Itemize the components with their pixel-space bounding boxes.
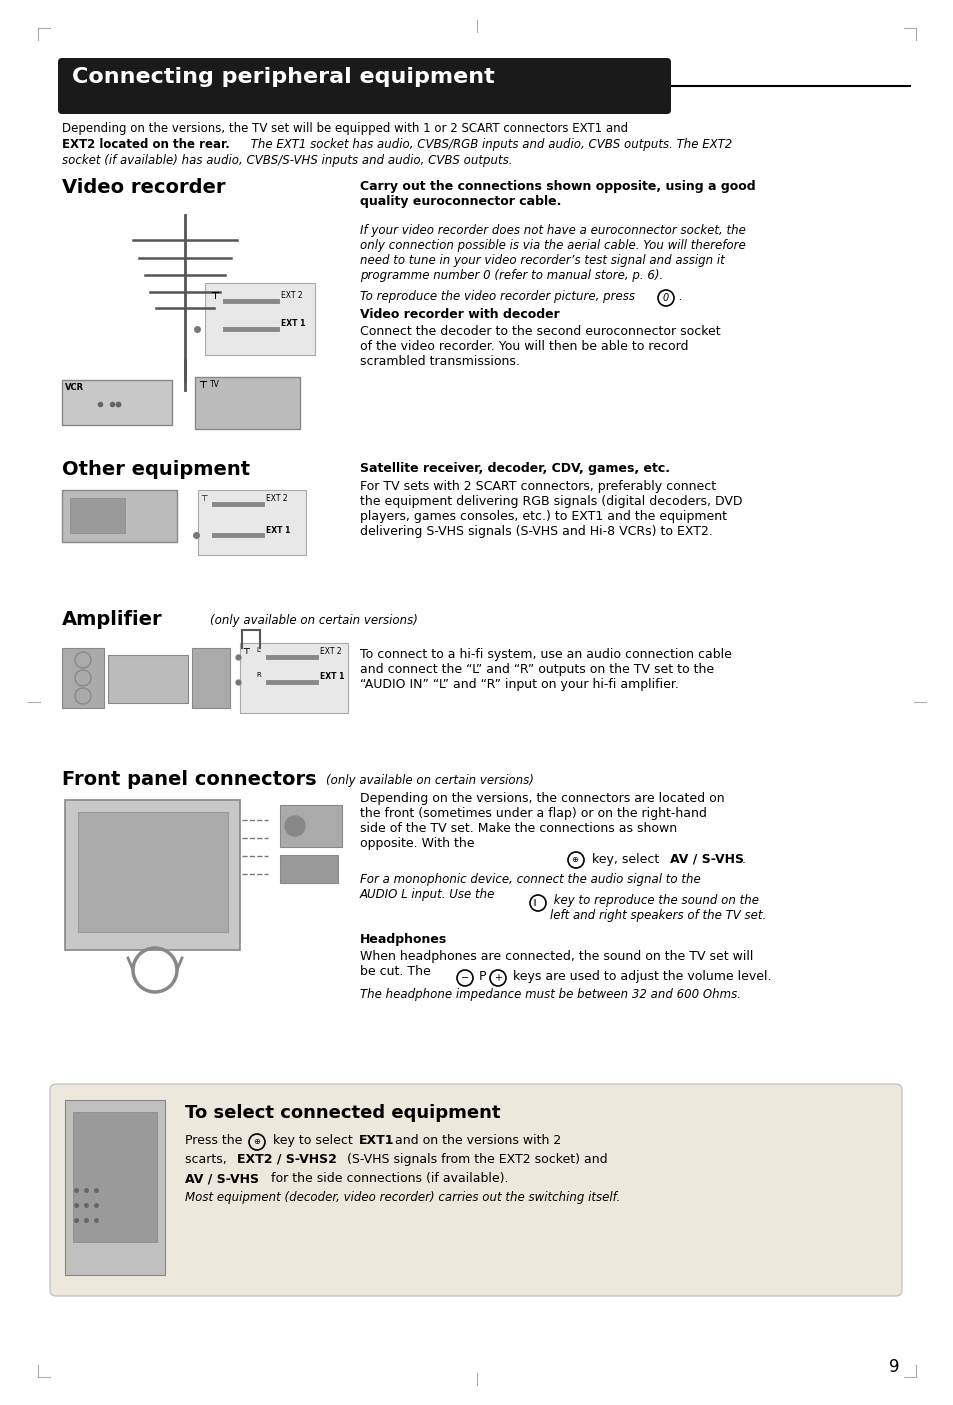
- Text: (only available on certain versions): (only available on certain versions): [210, 614, 417, 627]
- Text: P: P: [475, 969, 490, 984]
- Text: Other equipment: Other equipment: [62, 459, 250, 479]
- Text: Depending on the versions, the connectors are located on
the front (sometimes un: Depending on the versions, the connector…: [359, 792, 724, 850]
- Bar: [192, 648, 230, 708]
- Text: AV / S-VHS: AV / S-VHS: [669, 853, 743, 865]
- Bar: [205, 282, 314, 355]
- Text: for the side connections (if available).: for the side connections (if available).: [267, 1172, 508, 1184]
- FancyBboxPatch shape: [50, 1085, 901, 1295]
- Text: Most equipment (decoder, video recorder) carries out the switching itself.: Most equipment (decoder, video recorder)…: [185, 1191, 619, 1204]
- Bar: [62, 379, 172, 424]
- Bar: [240, 643, 348, 712]
- Bar: [70, 497, 125, 532]
- Bar: [65, 1100, 165, 1274]
- Text: EXT2 / S-VHS2: EXT2 / S-VHS2: [236, 1154, 336, 1166]
- Bar: [194, 377, 299, 429]
- Text: ⊤: ⊤: [210, 291, 218, 301]
- Text: 9: 9: [888, 1359, 899, 1375]
- Text: To reproduce the video recorder picture, press: To reproduce the video recorder picture,…: [359, 289, 639, 303]
- Text: Connecting peripheral equipment: Connecting peripheral equipment: [71, 67, 495, 87]
- Text: To select connected equipment: To select connected equipment: [185, 1104, 500, 1123]
- Text: Carry out the connections shown opposite, using a good
quality euroconnector cab: Carry out the connections shown opposite…: [359, 180, 755, 208]
- Text: ⊕: ⊕: [253, 1138, 260, 1146]
- Text: scarts,: scarts,: [185, 1154, 231, 1166]
- Text: EXT2 located on the rear.: EXT2 located on the rear.: [62, 138, 230, 150]
- Text: EXT 1: EXT 1: [266, 525, 290, 535]
- Text: When headphones are connected, the sound on the TV set will
be cut. The: When headphones are connected, the sound…: [359, 950, 753, 978]
- Circle shape: [285, 816, 305, 836]
- Text: R: R: [255, 672, 260, 679]
- Text: Connect the decoder to the second euroconnector socket
of the video recorder. Yo: Connect the decoder to the second euroco…: [359, 325, 720, 368]
- Text: and on the versions with 2: and on the versions with 2: [391, 1134, 560, 1146]
- Bar: [62, 648, 104, 708]
- Text: The EXT1 socket has audio, CVBS/RGB inputs and audio, CVBS outputs. The EXT2: The EXT1 socket has audio, CVBS/RGB inpu…: [247, 138, 732, 150]
- Text: Satellite receiver, decoder, CDV, games, etc.: Satellite receiver, decoder, CDV, games,…: [359, 462, 669, 475]
- Text: ⊤: ⊤: [242, 646, 250, 656]
- Bar: [280, 856, 337, 882]
- Text: For TV sets with 2 SCART connectors, preferably connect
the equipment delivering: For TV sets with 2 SCART connectors, pre…: [359, 481, 741, 538]
- FancyBboxPatch shape: [58, 58, 670, 114]
- Text: EXT 2: EXT 2: [266, 495, 287, 503]
- Text: (S-VHS signals from the EXT2 socket) and: (S-VHS signals from the EXT2 socket) and: [343, 1154, 607, 1166]
- Text: VCR: VCR: [65, 384, 84, 392]
- Text: socket (if available) has audio, CVBS/S-VHS inputs and audio, CVBS outputs.: socket (if available) has audio, CVBS/S-…: [62, 155, 512, 167]
- Text: (only available on certain versions): (only available on certain versions): [326, 774, 534, 787]
- Text: L: L: [255, 646, 259, 653]
- Text: +: +: [494, 974, 501, 984]
- Text: ⊤: ⊤: [200, 495, 207, 503]
- Text: key, select: key, select: [587, 853, 662, 865]
- Text: Video recorder with decoder: Video recorder with decoder: [359, 308, 559, 320]
- Text: For a monophonic device, connect the audio signal to the
AUDIO L input. Use the: For a monophonic device, connect the aud…: [359, 873, 700, 901]
- Bar: [78, 812, 228, 932]
- Text: Press the: Press the: [185, 1134, 246, 1146]
- Bar: [198, 490, 306, 555]
- Text: EXT 1: EXT 1: [281, 319, 305, 327]
- Text: EXT 1: EXT 1: [319, 672, 344, 681]
- Text: Depending on the versions, the TV set will be equipped with 1 or 2 SCART connect: Depending on the versions, the TV set wi…: [62, 122, 627, 135]
- Text: Amplifier: Amplifier: [62, 610, 162, 629]
- Text: ⊕: ⊕: [571, 856, 578, 864]
- Text: 0: 0: [662, 294, 668, 303]
- Bar: [108, 655, 188, 702]
- Text: AV / S-VHS: AV / S-VHS: [185, 1172, 258, 1184]
- Text: .: .: [678, 289, 681, 303]
- Text: TV: TV: [210, 379, 219, 389]
- Text: To connect to a hi-fi system, use an audio connection cable
and connect the “L” : To connect to a hi-fi system, use an aud…: [359, 648, 731, 691]
- Text: Video recorder: Video recorder: [62, 178, 225, 197]
- Text: key to reproduce the sound on the
left and right speakers of the TV set.: key to reproduce the sound on the left a…: [550, 894, 765, 922]
- Text: If your video recorder does not have a euroconnector socket, the
only connection: If your video recorder does not have a e…: [359, 223, 745, 282]
- Bar: [62, 490, 177, 542]
- Text: key to select: key to select: [269, 1134, 356, 1146]
- Text: keys are used to adjust the volume level.: keys are used to adjust the volume level…: [509, 969, 771, 984]
- Text: Front panel connectors: Front panel connectors: [62, 770, 316, 790]
- Text: EXT 2: EXT 2: [281, 291, 302, 301]
- Text: EXT1: EXT1: [358, 1134, 395, 1146]
- Bar: [65, 799, 240, 950]
- Text: Headphones: Headphones: [359, 933, 447, 946]
- Text: ‖: ‖: [532, 899, 536, 906]
- Text: −: −: [460, 974, 469, 984]
- Text: ⊤: ⊤: [198, 379, 207, 391]
- Text: EXT 2: EXT 2: [319, 646, 341, 656]
- Text: The headphone impedance must be between 32 and 600 Ohms.: The headphone impedance must be between …: [359, 988, 740, 1000]
- Text: .: .: [741, 853, 745, 865]
- Bar: [73, 1111, 157, 1242]
- Bar: [280, 805, 341, 847]
